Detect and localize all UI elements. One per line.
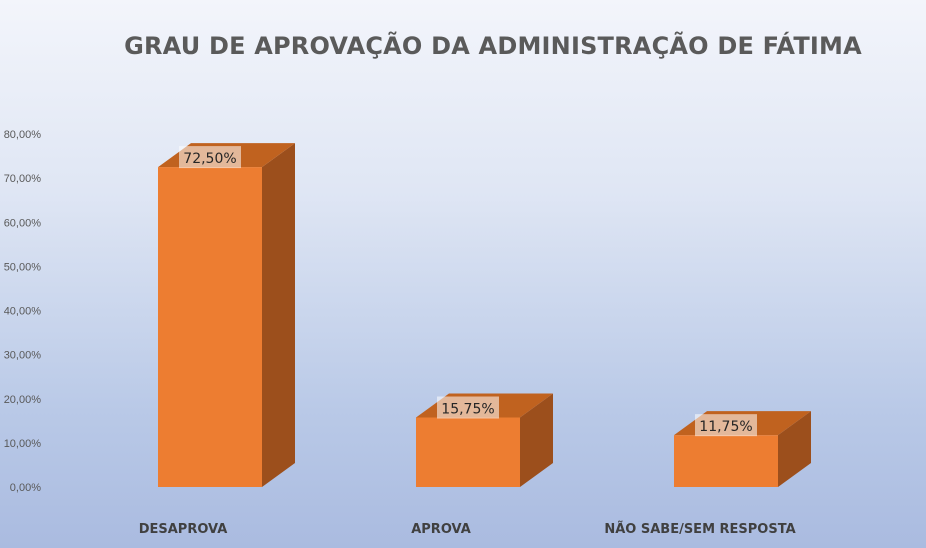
y-tick-label: 50,00%: [4, 261, 42, 273]
bar-side-face: [262, 143, 295, 487]
y-tick-label: 10,00%: [4, 438, 42, 450]
bar-front-face: [416, 417, 520, 487]
x-tick-label: NÃO SABE/SEM RESPOSTA: [604, 521, 795, 537]
chart-title: GRAU DE APROVAÇÃO DA ADMINISTRAÇÃO DE FÁ…: [124, 32, 862, 60]
data-label-background: [437, 396, 499, 419]
data-label: 72,50%: [183, 151, 236, 167]
data-label-background: [695, 414, 757, 437]
bar-side-face: [778, 411, 811, 487]
bar-side-face: [520, 393, 553, 487]
bar-front-face: [158, 167, 262, 487]
y-tick-label: 60,00%: [4, 217, 42, 229]
bar-1: [158, 143, 295, 487]
y-tick-label: 30,00%: [4, 350, 42, 362]
x-tick-label: APROVA: [411, 522, 471, 537]
bar-front-face: [674, 435, 778, 487]
x-tick-label: DESAPROVA: [139, 522, 228, 537]
y-tick-label: 20,00%: [4, 394, 42, 406]
y-tick-label: 0,00%: [10, 482, 41, 494]
y-tick-label: 70,00%: [4, 173, 42, 185]
data-label: 15,75%: [441, 402, 494, 418]
y-tick-label: 80,00%: [4, 129, 42, 141]
data-label: 11,75%: [699, 419, 752, 435]
data-label-background: [179, 146, 241, 169]
y-tick-label: 40,00%: [4, 306, 42, 318]
